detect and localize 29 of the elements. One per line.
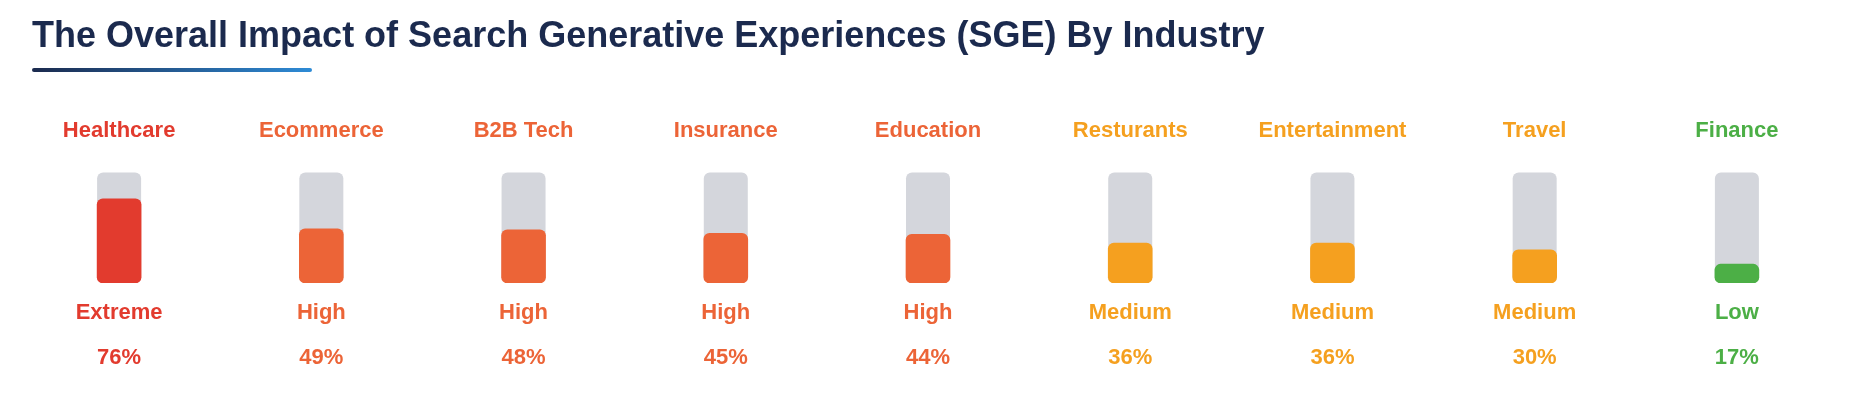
text: High xyxy=(903,299,953,325)
data-label: 45% xyxy=(703,344,748,370)
text: High xyxy=(499,299,548,325)
data-label: 30% xyxy=(1512,344,1557,370)
x-tick-label: Education xyxy=(874,117,982,143)
chart-title: The Overall Impact of Search Generative Experiences (SGE) By Industry xyxy=(32,14,1266,56)
text: Medium xyxy=(1088,299,1172,325)
x-tick-label: Healthcare xyxy=(62,117,176,143)
data-label: 36% xyxy=(1108,344,1153,370)
text: Medium xyxy=(1290,299,1375,325)
x-tick-label: Ecommerce xyxy=(258,117,384,143)
text: Extreme xyxy=(75,299,163,325)
x-tick-label: Entertainment xyxy=(1258,117,1408,143)
data-label: 48% xyxy=(501,344,546,370)
text: Low xyxy=(1714,299,1760,325)
bar xyxy=(1714,263,1760,283)
x-tick-label: B2B Tech xyxy=(473,117,574,143)
x-tick-label: Travel xyxy=(1502,117,1567,143)
data-label: 44% xyxy=(905,344,951,370)
text: High xyxy=(701,299,751,325)
x-tick-label: Resturants xyxy=(1072,117,1188,143)
x-tick-label: Insurance xyxy=(673,117,778,143)
data-label: 49% xyxy=(299,344,344,370)
x-tick-label: Finance xyxy=(1695,117,1779,143)
data-label: 36% xyxy=(1310,344,1355,370)
text: Medium xyxy=(1493,299,1577,325)
data-label: 17% xyxy=(1714,344,1759,370)
text: High xyxy=(296,299,346,325)
data-label: 76% xyxy=(97,344,142,370)
